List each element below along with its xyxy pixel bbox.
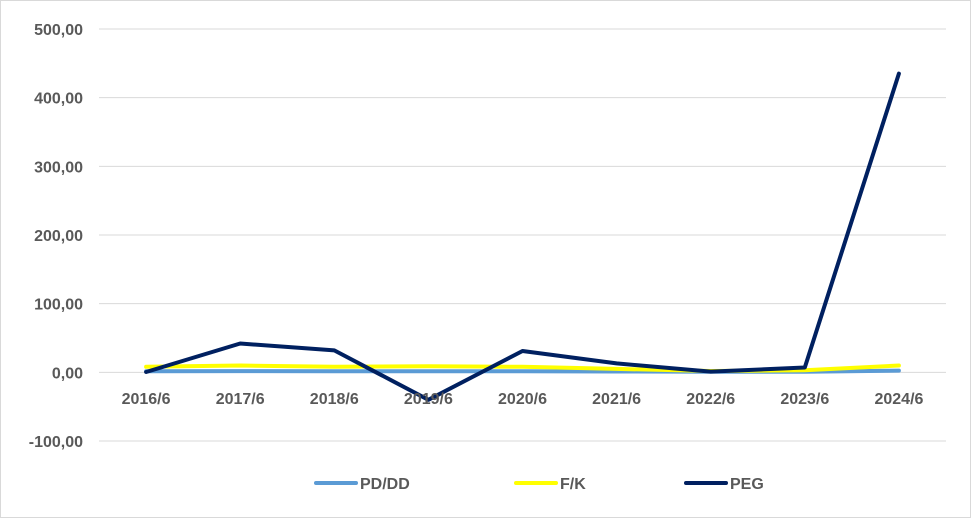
legend-item: PD/DD xyxy=(314,476,410,493)
x-tick-label: 2018/6 xyxy=(310,391,359,408)
y-tick-label: 0,00 xyxy=(52,365,83,382)
x-tick-label: 2016/6 xyxy=(122,391,171,408)
x-axis-ticks: 2016/6 2017/6 2018/6 2019/6 2020/6 2021/6 2022… xyxy=(122,391,924,408)
y-tick-label: 100,00 xyxy=(34,297,83,314)
gridlines xyxy=(99,28,946,442)
legend-item: F/K xyxy=(514,476,586,493)
y-tick-label: 400,00 xyxy=(34,91,83,108)
y-axis-ticks: -100,00 0,00 100,00 200,00 300,00 400,00 500,0… xyxy=(29,22,83,451)
x-tick-label: 2019/6 xyxy=(404,391,453,408)
x-tick-label: 2024/6 xyxy=(874,391,923,408)
legend-label: PEG xyxy=(730,476,764,493)
series-line-peg xyxy=(144,71,901,402)
legend-label: F/K xyxy=(560,476,586,493)
x-tick-label: 2017/6 xyxy=(216,391,265,408)
legend: PD/DD F/K PEG xyxy=(314,476,764,493)
x-tick-label: 2023/6 xyxy=(780,391,829,408)
y-tick-label: -100,00 xyxy=(29,434,83,451)
legend-label: PD/DD xyxy=(360,476,410,493)
series-lines xyxy=(144,71,901,402)
legend-item: PEG xyxy=(684,476,764,493)
x-tick-label: 2021/6 xyxy=(592,391,641,408)
y-tick-label: 500,00 xyxy=(34,22,83,39)
x-tick-label: 2020/6 xyxy=(498,391,547,408)
y-tick-label: 200,00 xyxy=(34,228,83,245)
x-tick-label: 2022/6 xyxy=(686,391,735,408)
y-tick-label: 300,00 xyxy=(34,159,83,176)
